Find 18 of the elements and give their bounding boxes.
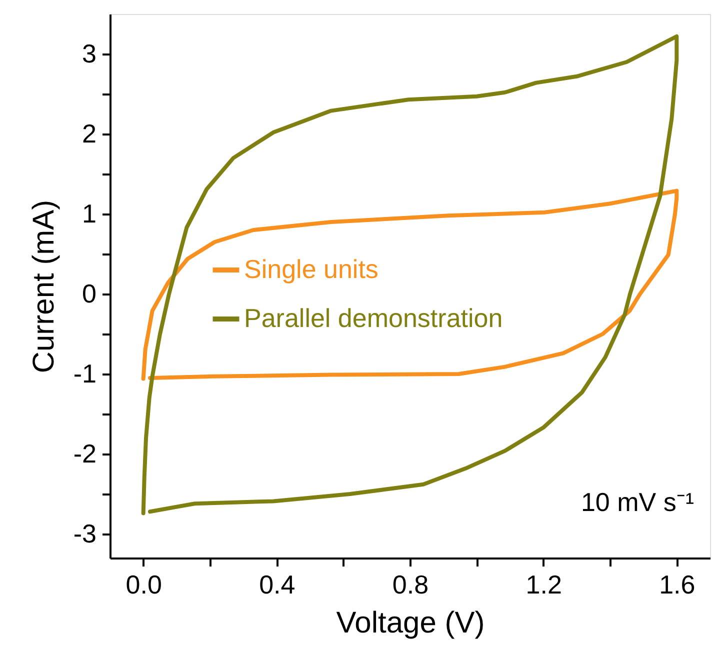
x-tick-label: 0.4: [259, 570, 296, 600]
x-tick-label: 1.6: [659, 570, 696, 600]
x-tick-label: 1.2: [526, 570, 562, 600]
y-tick-label: -2: [73, 438, 96, 468]
y-tick-label: -1: [73, 358, 96, 388]
y-tick-label: 0: [82, 278, 96, 308]
line-series: [141, 188, 679, 381]
y-tick-label: 2: [82, 118, 96, 148]
legend-label: Parallel demonstration: [244, 303, 503, 333]
x-axis-title: Voltage (V): [336, 606, 485, 640]
y-tick-label: 1: [82, 198, 96, 228]
y-tick-label: 3: [82, 38, 96, 68]
y-tick-label: -3: [73, 518, 96, 548]
x-tick-label: 0.0: [126, 570, 162, 600]
annotation: 10 mV s⁻¹: [580, 487, 694, 517]
x-tick-label: 0.8: [392, 570, 429, 600]
y-axis-title: Current (mA): [27, 200, 60, 374]
legend-label: Single units: [244, 254, 378, 284]
